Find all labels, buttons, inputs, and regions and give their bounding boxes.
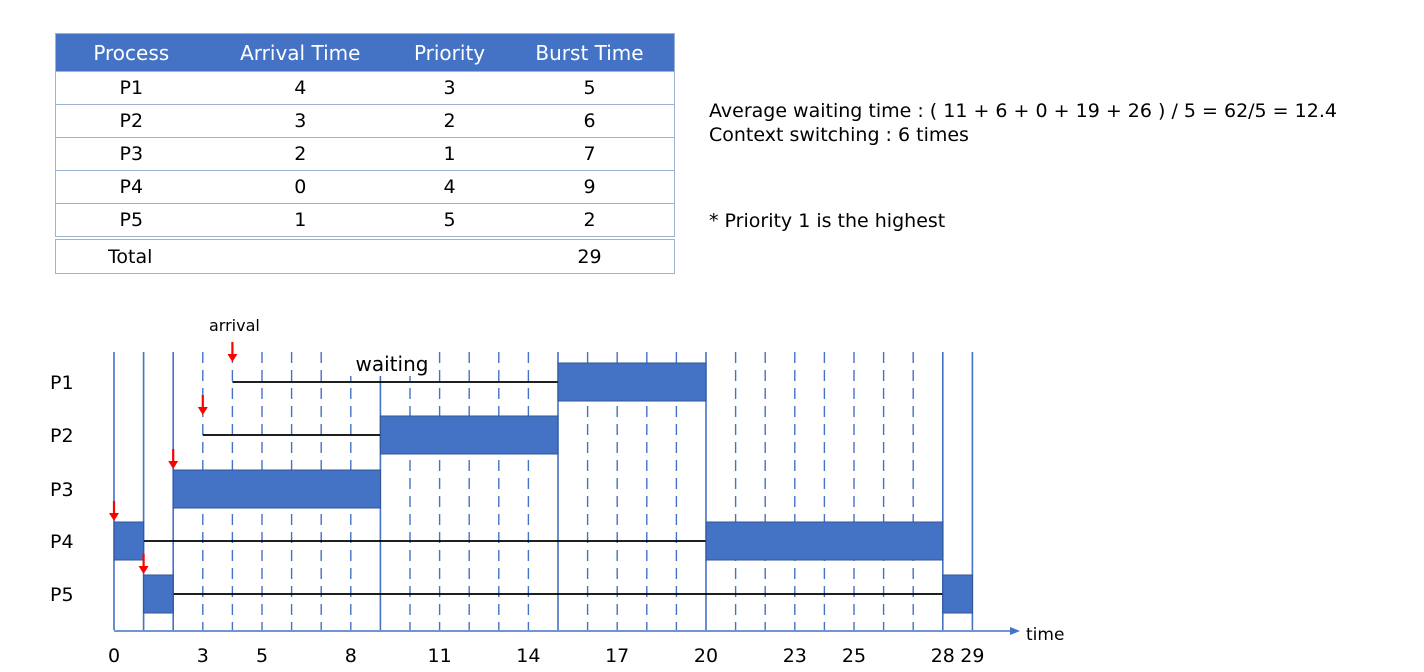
execution-block [143, 574, 174, 614]
time-tick-label: 8 [345, 645, 357, 667]
cell-priority: 5 [394, 203, 506, 238]
arrival-label: arrival [209, 316, 260, 335]
priority-note: * Priority 1 is the highest [709, 210, 946, 232]
cell-process: P1 [55, 71, 207, 105]
process-label-p4: P4 [50, 531, 74, 553]
time-tick-label: 11 [428, 645, 452, 667]
cell-arrival: 4 [206, 71, 395, 105]
time-tick-label: 29 [960, 645, 984, 667]
time-tick-label: 20 [694, 645, 718, 667]
average-waiting-time: Average waiting time : ( 11 + 6 + 0 + 19… [709, 100, 1337, 122]
table-row: P4 0 4 9 [55, 170, 675, 204]
execution-block [705, 521, 944, 561]
process-label-p2: P2 [50, 425, 74, 447]
arrival-arrow-head [138, 566, 149, 574]
context-switching: Context switching : 6 times [709, 124, 969, 146]
table-row: P3 2 1 7 [55, 137, 675, 171]
waiting-label: waiting [356, 352, 429, 376]
time-tick-label: 23 [783, 645, 807, 667]
cell-burst: 7 [505, 137, 675, 171]
header-burst-time: Burst Time [505, 33, 675, 72]
time-tick-label: 14 [516, 645, 540, 667]
cell-arrival: 2 [206, 137, 395, 171]
cell-burst: 6 [505, 104, 675, 138]
cell-burst: 2 [505, 203, 675, 238]
time-axis-label: time [1026, 625, 1064, 645]
table-header-row: Process Arrival Time Priority Burst Time [55, 33, 675, 72]
time-tick-label: 5 [256, 645, 268, 667]
process-label-p5: P5 [50, 584, 74, 606]
header-process: Process [55, 33, 207, 72]
cell-priority: 2 [394, 104, 506, 138]
cell-priority: 3 [394, 71, 506, 105]
cell-empty [394, 236, 506, 274]
arrival-arrow-head [227, 354, 238, 362]
header-arrival-time: Arrival Time [206, 33, 395, 72]
time-tick-label: 17 [605, 645, 629, 667]
cell-priority: 1 [394, 137, 506, 171]
total-burst: 29 [505, 236, 675, 274]
execution-block [379, 415, 559, 455]
time-axis-arrowhead [1010, 627, 1020, 635]
cell-process: P5 [55, 203, 207, 238]
arrival-arrow-head [197, 407, 208, 415]
arrival-arrow-head [109, 513, 119, 521]
execution-block [557, 362, 707, 402]
time-tick-label: 3 [197, 645, 209, 667]
header-priority: Priority [394, 33, 506, 72]
process-label-p1: P1 [50, 372, 74, 394]
total-label: Total [55, 236, 207, 274]
process-label-p3: P3 [50, 479, 74, 501]
table-row: P1 4 3 5 [55, 71, 675, 105]
arrival-arrow-head [168, 461, 179, 469]
time-tick-label: 25 [842, 645, 866, 667]
cell-priority: 4 [394, 170, 506, 204]
cell-process: P3 [55, 137, 207, 171]
cell-arrival: 3 [206, 104, 395, 138]
cell-empty [206, 236, 395, 274]
cell-process: P4 [55, 170, 207, 204]
waiting-label-bg [350, 352, 434, 376]
time-tick-label: 0 [108, 645, 120, 667]
table-total-row: Total 29 [55, 236, 675, 274]
table-row: P5 1 5 2 [55, 203, 675, 238]
cell-arrival: 0 [206, 170, 395, 204]
process-table: Process Arrival Time Priority Burst Time… [55, 33, 675, 274]
table-row: P2 3 2 6 [55, 104, 675, 138]
cell-burst: 9 [505, 170, 675, 204]
cell-arrival: 1 [206, 203, 395, 238]
cell-process: P2 [55, 104, 207, 138]
execution-block [172, 469, 381, 509]
time-tick-label: 28 [931, 645, 955, 667]
execution-block [942, 574, 973, 614]
cell-burst: 5 [505, 71, 675, 105]
execution-block [113, 521, 145, 561]
